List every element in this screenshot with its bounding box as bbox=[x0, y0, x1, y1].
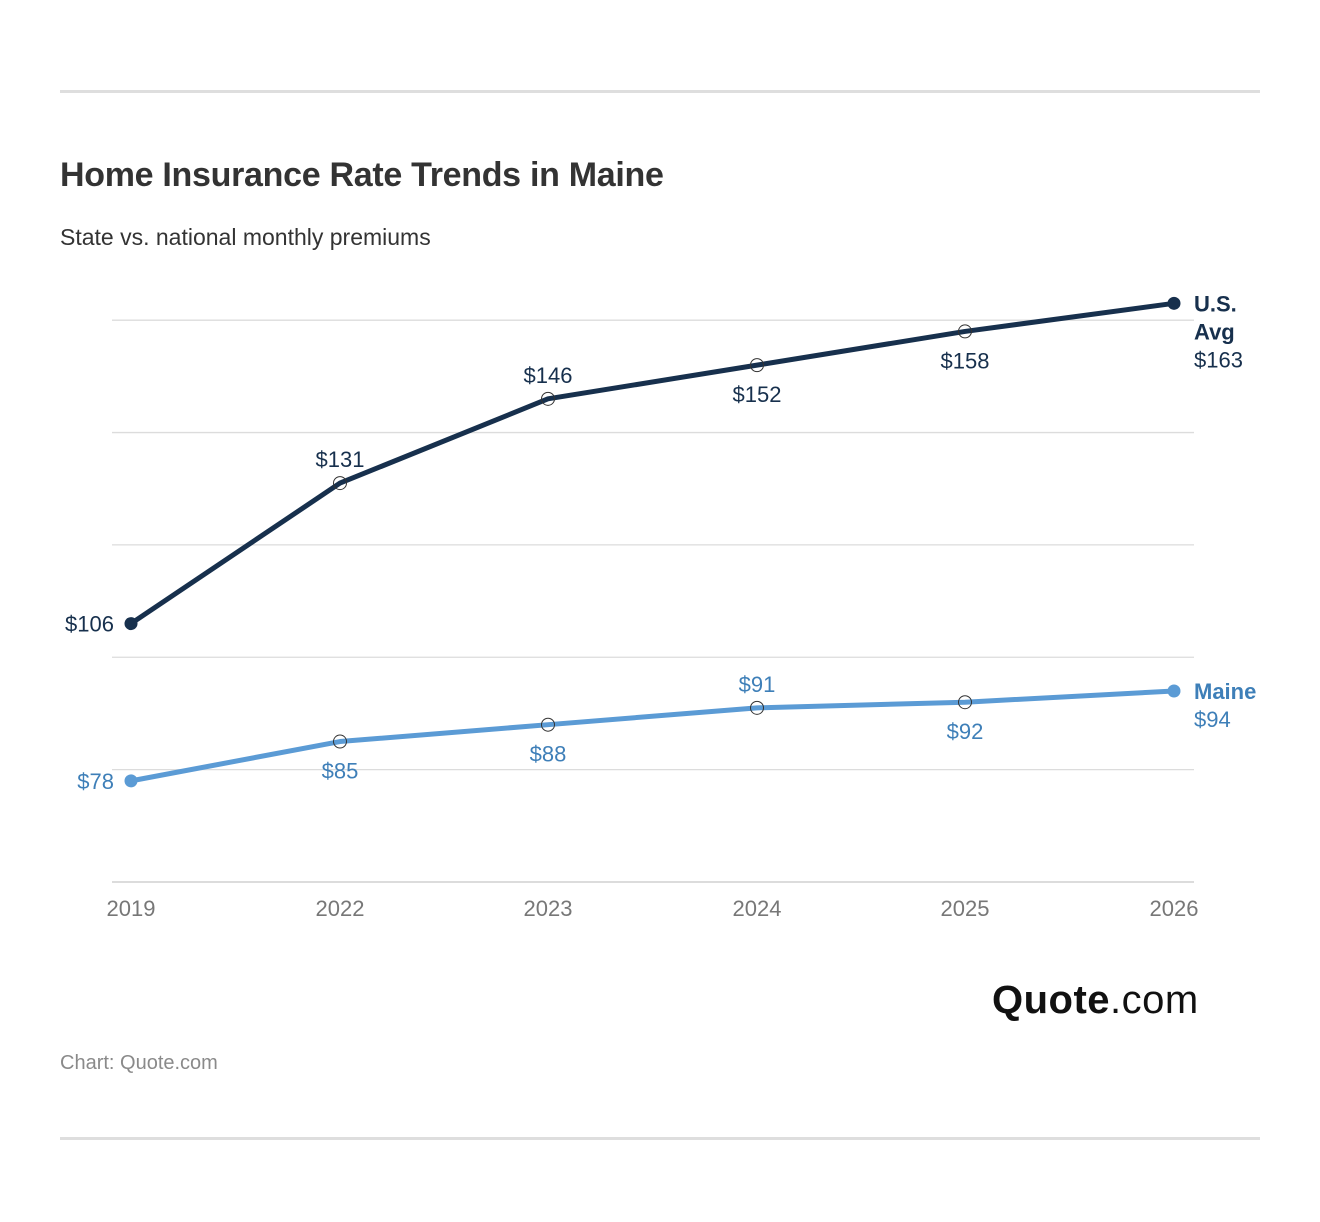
us-avg-line bbox=[128, 300, 1177, 627]
data-point-marker bbox=[333, 476, 347, 491]
x-tick-label: 2023 bbox=[524, 896, 573, 921]
data-point-marker bbox=[958, 695, 972, 710]
data-label: $78 bbox=[77, 769, 114, 794]
data-label: $106 bbox=[65, 612, 114, 637]
maine-line bbox=[128, 688, 1177, 784]
data-labels: $106 $131 $146 $152 $158 U.S. Avg $163 $78 $85 $88… bbox=[65, 291, 1256, 794]
series-end-label: Maine bbox=[1194, 679, 1256, 704]
data-point-marker bbox=[541, 717, 555, 732]
series-end-label: U.S. bbox=[1194, 291, 1237, 316]
chart-credit: Chart: Quote.com bbox=[60, 1052, 218, 1074]
logo-wordmark: Quote bbox=[992, 978, 1111, 1022]
bottom-divider bbox=[60, 1137, 1260, 1140]
data-label: $91 bbox=[739, 672, 776, 697]
data-label: $146 bbox=[524, 363, 573, 388]
data-point-marker bbox=[958, 324, 972, 339]
x-tick-label: 2025 bbox=[941, 896, 990, 921]
quote-com-logo: Quote.com bbox=[992, 978, 1199, 1023]
data-point-marker bbox=[541, 391, 555, 406]
data-label: $158 bbox=[941, 348, 990, 373]
x-tick-label: 2024 bbox=[733, 896, 782, 921]
logo-domain: .com bbox=[1110, 978, 1199, 1022]
top-divider bbox=[60, 90, 1260, 93]
x-tick-label: 2019 bbox=[107, 896, 156, 921]
data-point-marker bbox=[124, 617, 138, 631]
x-tick-label: 2022 bbox=[316, 896, 365, 921]
data-label: $152 bbox=[733, 382, 782, 407]
data-point-marker bbox=[333, 734, 347, 749]
data-label: $163 bbox=[1194, 347, 1243, 372]
data-point-marker bbox=[124, 774, 138, 788]
x-axis-tick-labels: 2019 2022 2023 2024 2025 2026 bbox=[107, 896, 1199, 921]
gridlines bbox=[112, 319, 1194, 883]
chart-subtitle: State vs. national monthly premiums bbox=[60, 224, 431, 250]
chart-title: Home Insurance Rate Trends in Maine bbox=[60, 156, 664, 194]
data-points bbox=[124, 296, 1181, 788]
data-point-marker bbox=[1167, 296, 1181, 310]
data-label: $92 bbox=[947, 719, 984, 744]
x-tick-label: 2026 bbox=[1150, 896, 1199, 921]
data-label: $94 bbox=[1194, 707, 1231, 732]
data-point-marker bbox=[750, 700, 764, 715]
data-label: $88 bbox=[530, 742, 567, 767]
data-point-marker bbox=[750, 358, 764, 373]
series-lines bbox=[128, 300, 1177, 784]
data-point-marker bbox=[1167, 684, 1181, 698]
data-label: $85 bbox=[322, 759, 359, 784]
data-label: $131 bbox=[316, 447, 365, 472]
series-end-label: Avg bbox=[1194, 319, 1235, 344]
